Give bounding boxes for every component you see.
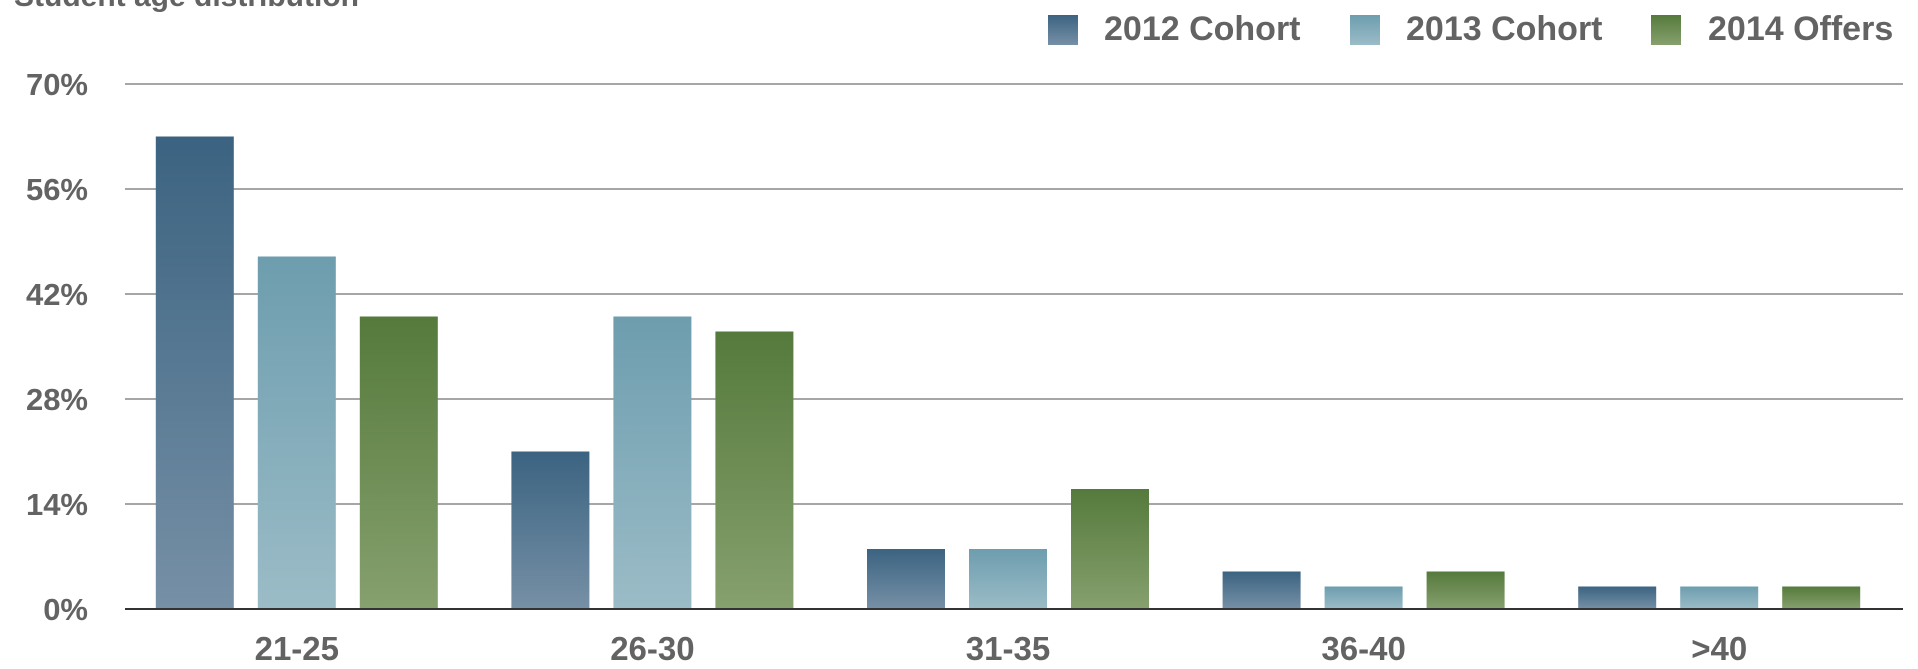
bar-2013-cohort-2630	[613, 316, 692, 609]
bar-2014-offers-2125	[359, 316, 438, 609]
legend-swatch	[1350, 15, 1380, 45]
x-tick-label: 26-30	[610, 630, 694, 667]
x-tick-label: 31-35	[966, 630, 1050, 667]
bar-2013-cohort-40	[1680, 586, 1759, 609]
bar-2013-cohort-3135	[969, 549, 1047, 609]
chart-title: Student age distribution	[14, 0, 359, 13]
y-tick-label: 56%	[26, 172, 88, 207]
bar-2012-cohort-3135	[867, 549, 945, 609]
x-tick-label: 36-40	[1321, 630, 1405, 667]
legend: 2012 Cohort 2013 Cohort 2014 Offers	[1048, 10, 1893, 48]
y-tick-label: 28%	[26, 382, 88, 417]
bar-2014-offers-40	[1782, 586, 1861, 609]
bar-2012-cohort-3640	[1222, 571, 1301, 609]
x-tick-label: 21-25	[255, 630, 339, 667]
legend-swatch	[1651, 15, 1681, 45]
y-tick-label: 0%	[43, 592, 88, 627]
bar-2013-cohort-3640	[1324, 586, 1403, 609]
bar-2012-cohort-2630	[511, 451, 590, 609]
y-tick-label: 42%	[26, 277, 88, 312]
bar-2012-cohort-40	[1578, 586, 1657, 609]
legend-label: 2013 Cohort	[1406, 10, 1603, 48]
legend-swatch	[1048, 15, 1078, 45]
bar-2014-offers-3640	[1426, 571, 1505, 609]
legend-label: 2014 Offers	[1708, 10, 1893, 48]
y-tick-label: 14%	[26, 487, 88, 522]
x-axis-ticks: 21-25 26-30 31-35 36-40 >40	[255, 630, 1748, 667]
bar-2012-cohort-2125	[155, 136, 234, 609]
legend-label: 2012 Cohort	[1104, 10, 1301, 48]
y-tick-label: 70%	[26, 67, 88, 102]
bars	[155, 136, 1861, 609]
bar-2014-offers-2630	[715, 331, 794, 609]
bar-2014-offers-3135	[1071, 489, 1149, 609]
x-tick-label: >40	[1691, 630, 1747, 667]
bar-2013-cohort-2125	[257, 256, 336, 609]
y-axis-ticks: 0% 14% 28% 42% 56% 70%	[26, 67, 88, 627]
